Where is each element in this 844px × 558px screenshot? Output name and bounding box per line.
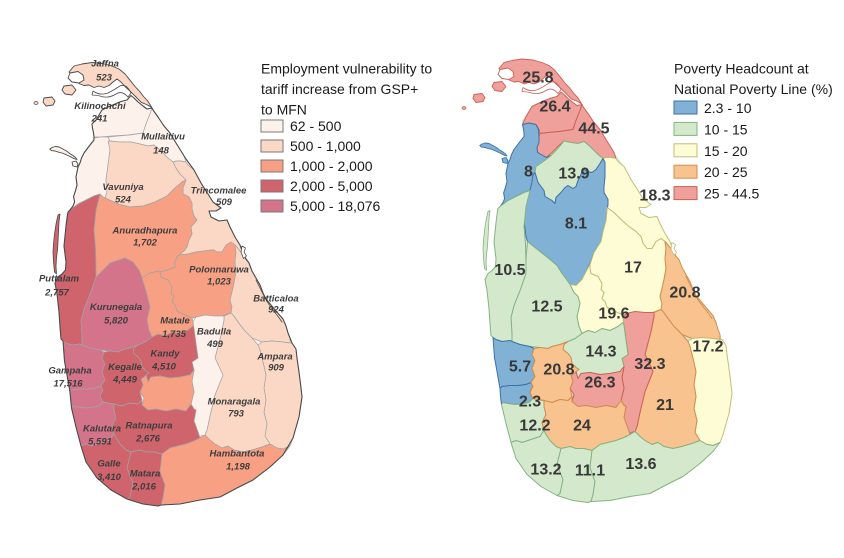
svg-text:5.7: 5.7 bbox=[509, 358, 531, 375]
svg-text:3,410: 3,410 bbox=[97, 472, 121, 483]
svg-text:5,820: 5,820 bbox=[104, 315, 128, 326]
svg-text:26.3: 26.3 bbox=[584, 374, 615, 391]
svg-text:32.3: 32.3 bbox=[634, 356, 665, 373]
svg-text:Kandy: Kandy bbox=[150, 348, 180, 359]
svg-text:44.5: 44.5 bbox=[578, 120, 609, 137]
svg-text:tariff increase from GSP+: tariff increase from GSP+ bbox=[261, 81, 418, 97]
svg-text:Polonnaruwa: Polonnaruwa bbox=[189, 264, 249, 275]
svg-text:499: 499 bbox=[206, 339, 224, 350]
svg-text:Badulla: Badulla bbox=[197, 326, 231, 337]
svg-text:2,676: 2,676 bbox=[135, 433, 160, 444]
svg-text:Puttalam: Puttalam bbox=[39, 273, 80, 284]
svg-text:Matara: Matara bbox=[130, 468, 161, 479]
svg-text:509: 509 bbox=[216, 197, 233, 208]
svg-text:13.2: 13.2 bbox=[530, 461, 561, 478]
svg-text:13.6: 13.6 bbox=[625, 456, 656, 473]
svg-text:4,449: 4,449 bbox=[112, 374, 137, 385]
svg-text:24: 24 bbox=[573, 417, 591, 434]
svg-text:2,016: 2,016 bbox=[131, 481, 156, 492]
svg-text:500 - 1,000: 500 - 1,000 bbox=[290, 138, 361, 154]
svg-text:10.5: 10.5 bbox=[494, 262, 525, 279]
svg-text:2.3: 2.3 bbox=[519, 393, 541, 410]
svg-text:8: 8 bbox=[524, 163, 533, 180]
svg-text:Vavuniya: Vavuniya bbox=[102, 182, 143, 193]
svg-text:Batticaloa: Batticaloa bbox=[253, 293, 298, 304]
svg-text:Monaragala: Monaragala bbox=[208, 396, 261, 407]
svg-text:14.3: 14.3 bbox=[585, 343, 616, 360]
svg-text:5,591: 5,591 bbox=[88, 436, 112, 447]
svg-text:25.8: 25.8 bbox=[522, 69, 553, 86]
svg-text:25 - 44.5: 25 - 44.5 bbox=[704, 186, 759, 202]
svg-text:15 - 20: 15 - 20 bbox=[704, 143, 748, 159]
svg-text:17.2: 17.2 bbox=[692, 338, 723, 355]
svg-text:12.5: 12.5 bbox=[531, 298, 562, 315]
svg-text:18.3: 18.3 bbox=[639, 187, 670, 204]
svg-text:2,757: 2,757 bbox=[44, 287, 69, 298]
svg-text:523: 523 bbox=[96, 72, 113, 83]
svg-text:19.6: 19.6 bbox=[598, 305, 629, 322]
svg-text:17: 17 bbox=[624, 259, 642, 276]
svg-text:20 - 25: 20 - 25 bbox=[704, 164, 748, 180]
svg-text:5,000 - 18,076: 5,000 - 18,076 bbox=[290, 198, 381, 214]
svg-text:17,516: 17,516 bbox=[53, 378, 83, 389]
svg-text:148: 148 bbox=[153, 145, 170, 156]
svg-text:Ratnapura: Ratnapura bbox=[126, 420, 173, 431]
svg-text:Employment vulnerability to: Employment vulnerability to bbox=[261, 61, 432, 77]
svg-text:21: 21 bbox=[656, 397, 674, 414]
svg-text:909: 909 bbox=[268, 362, 285, 373]
svg-text:Kilinochchi: Kilinochchi bbox=[74, 101, 126, 112]
svg-text:8.1: 8.1 bbox=[565, 215, 587, 232]
svg-text:1,023: 1,023 bbox=[207, 276, 231, 287]
svg-text:Anuradhapura: Anuradhapura bbox=[112, 225, 178, 236]
svg-text:Hambantota: Hambantota bbox=[210, 448, 265, 459]
svg-text:to MFN: to MFN bbox=[261, 102, 307, 118]
svg-text:Jaffna: Jaffna bbox=[91, 58, 119, 69]
svg-text:241: 241 bbox=[91, 113, 108, 124]
svg-text:924: 924 bbox=[268, 304, 285, 315]
svg-text:62 - 500: 62 - 500 bbox=[290, 118, 342, 134]
svg-text:Gampaha: Gampaha bbox=[48, 365, 91, 376]
svg-text:Trincomalee: Trincomalee bbox=[191, 185, 248, 196]
svg-text:13.9: 13.9 bbox=[558, 165, 589, 182]
svg-text:Galle: Galle bbox=[97, 458, 121, 469]
svg-text:Kurunegala: Kurunegala bbox=[90, 302, 142, 313]
svg-text:26.4: 26.4 bbox=[539, 98, 570, 115]
svg-text:Mullaitivu: Mullaitivu bbox=[141, 131, 185, 142]
svg-text:20.8: 20.8 bbox=[669, 284, 700, 301]
svg-text:1,000 - 2,000: 1,000 - 2,000 bbox=[290, 158, 373, 174]
svg-text:Matale: Matale bbox=[160, 315, 190, 326]
svg-text:524: 524 bbox=[115, 194, 132, 205]
svg-text:20.8: 20.8 bbox=[543, 361, 574, 378]
svg-text:Kegalle: Kegalle bbox=[108, 362, 143, 373]
svg-text:1,735: 1,735 bbox=[162, 329, 186, 340]
svg-text:12.2: 12.2 bbox=[519, 417, 550, 434]
svg-text:10 - 15: 10 - 15 bbox=[704, 121, 748, 137]
svg-text:793: 793 bbox=[228, 408, 245, 419]
svg-text:1,198: 1,198 bbox=[226, 461, 250, 472]
svg-text:4,510: 4,510 bbox=[151, 361, 176, 372]
svg-text:Ampara: Ampara bbox=[256, 351, 292, 362]
svg-text:Kalutara: Kalutara bbox=[83, 423, 121, 434]
svg-text:National Poverty Line (%): National Poverty Line (%) bbox=[674, 81, 833, 97]
svg-text:Poverty Headcount at: Poverty Headcount at bbox=[674, 61, 809, 77]
svg-text:2.3 - 10: 2.3 - 10 bbox=[704, 100, 752, 116]
svg-text:1,702: 1,702 bbox=[133, 237, 157, 248]
svg-text:2,000 - 5,000: 2,000 - 5,000 bbox=[290, 178, 373, 194]
svg-text:11.1: 11.1 bbox=[575, 462, 605, 479]
